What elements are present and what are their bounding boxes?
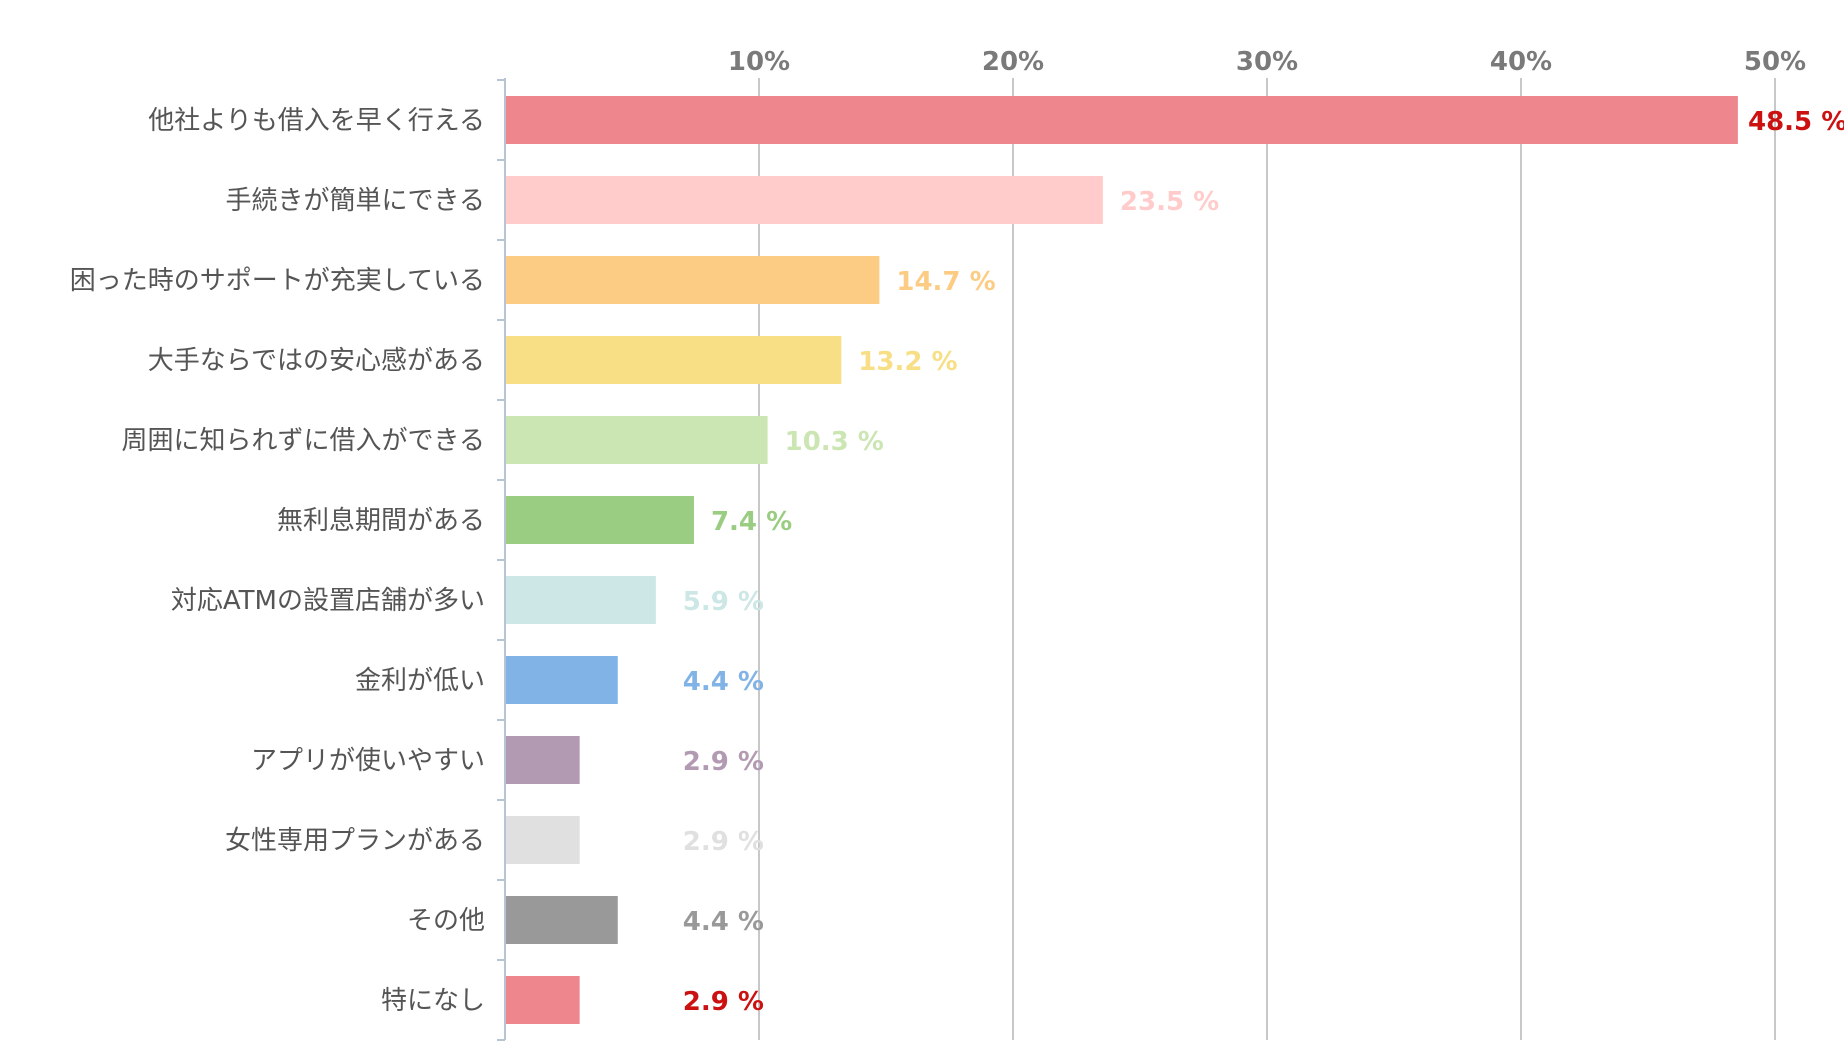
- tick-label-30: 30%: [1236, 47, 1298, 77]
- category-label-1: 手続きが簡単にできる: [226, 186, 485, 216]
- bar-1: [506, 176, 1103, 224]
- bar-11: [506, 976, 580, 1024]
- value-label-5: 7.4 %: [711, 507, 792, 537]
- value-label-3: 13.2 %: [858, 347, 957, 377]
- value-label-1: 23.5 %: [1120, 187, 1219, 217]
- category-labels: 他社よりも借入を早く行える手続きが簡単にできる困った時のサポートが充実している大…: [70, 106, 485, 1016]
- bar-2: [506, 256, 880, 304]
- x-axis-ticks: 10% 20% 30% 40% 50%: [728, 47, 1806, 77]
- category-label-11: 特になし: [381, 986, 485, 1016]
- value-label-8: 2.9 %: [683, 747, 764, 777]
- category-label-7: 金利が低い: [355, 666, 485, 696]
- tick-label-50: 50%: [1744, 47, 1806, 77]
- value-label-0: 48.5 %: [1748, 107, 1844, 137]
- grid-lines: [758, 78, 1776, 1040]
- value-label-6: 5.9 %: [683, 587, 764, 617]
- y-axis: [497, 78, 506, 1041]
- category-label-2: 困った時のサポートが充実している: [70, 266, 485, 296]
- tick-label-40: 40%: [1490, 47, 1552, 77]
- category-label-0: 他社よりも借入を早く行える: [148, 106, 485, 136]
- category-label-3: 大手ならではの安心感がある: [148, 346, 485, 376]
- value-label-11: 2.9 %: [683, 987, 764, 1017]
- tick-label-20: 20%: [982, 47, 1044, 77]
- category-label-8: アプリが使いやすい: [251, 746, 485, 776]
- bar-7: [506, 656, 618, 704]
- category-label-5: 無利息期間がある: [277, 506, 485, 536]
- value-label-7: 4.4 %: [683, 667, 764, 697]
- category-label-6: 対応ATMの設置店舗が多い: [171, 586, 485, 616]
- value-label-9: 2.9 %: [683, 827, 764, 857]
- bar-6: [506, 576, 656, 624]
- tick-label-10: 10%: [728, 47, 790, 77]
- value-label-4: 10.3 %: [785, 427, 884, 457]
- category-label-9: 女性専用プランがある: [225, 826, 485, 856]
- bar-9: [506, 816, 580, 864]
- category-label-10: その他: [407, 906, 485, 936]
- value-labels: 48.5 % 23.5 % 14.7 % 13.2 % 10.3 % 7.4 % 5.9 %…: [683, 107, 1844, 1017]
- bar-4: [506, 416, 768, 464]
- bar-5: [506, 496, 694, 544]
- bar-0: [506, 96, 1738, 144]
- bar-10: [506, 896, 618, 944]
- bars: [506, 96, 1738, 1024]
- value-label-2: 14.7 %: [896, 267, 995, 297]
- bar-8: [506, 736, 580, 784]
- category-label-4: 周囲に知られずに借入ができる: [122, 426, 485, 456]
- bar-3: [506, 336, 842, 384]
- value-label-10: 4.4 %: [683, 907, 764, 937]
